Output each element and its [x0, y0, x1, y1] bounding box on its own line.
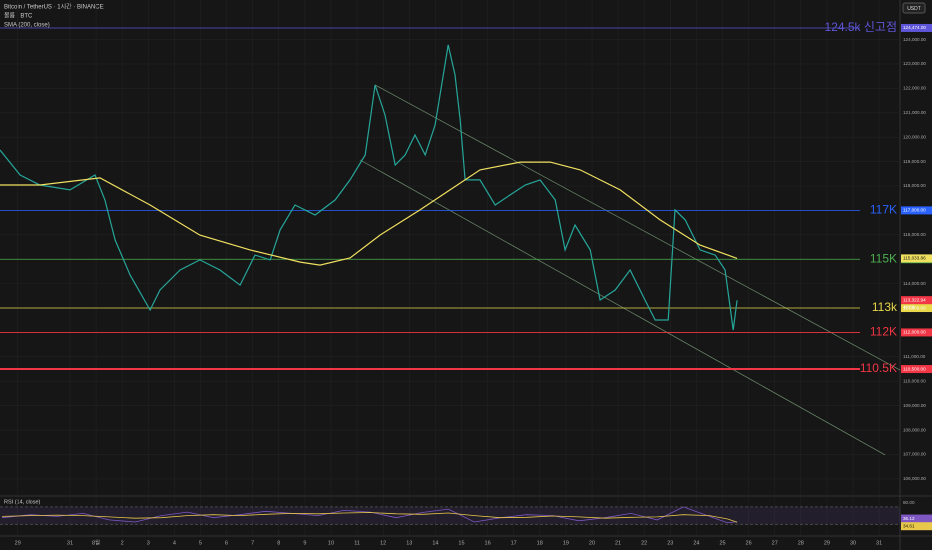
level-axis-label: 110,500.00 [903, 366, 926, 371]
level-axis-label-box [901, 304, 932, 313]
level-label: 124.5k 신고점 [825, 20, 897, 34]
x-tick-label: 6 [225, 540, 228, 546]
x-tick-label: 31 [67, 540, 73, 546]
x-tick-label: 15 [458, 540, 464, 546]
last-price-label-box [901, 254, 932, 263]
x-tick-label: 21 [615, 540, 621, 546]
level-label: 110.5K [860, 361, 897, 375]
x-tick-label: 24 [693, 540, 699, 546]
x-tick-label: 13 [406, 540, 412, 546]
legend-volume: 볼륨 · BTC [4, 13, 33, 20]
currency: USDT [907, 6, 921, 12]
x-tick-label: 26 [746, 540, 752, 546]
y-tick-label: 106,000.00 [903, 476, 926, 481]
level-axis-label-box [901, 206, 932, 215]
y-tick-label: 122,000.00 [903, 86, 926, 91]
level-axis-label-box [901, 365, 932, 374]
x-tick-label: 8 [277, 540, 280, 546]
x-tick-label: 7 [251, 540, 254, 546]
last-price-label-box [901, 296, 932, 305]
level-axis-label: 112,000.00 [903, 330, 926, 335]
y-tick-label: 124,000.00 [903, 37, 926, 42]
x-tick-label: 5 [199, 540, 202, 546]
series-line [0, 161, 738, 266]
trend-line [359, 159, 886, 456]
y-tick-label: 109,000.00 [903, 403, 926, 408]
x-tick-label: 17 [511, 540, 517, 546]
rsi-last-label-box [901, 514, 932, 523]
x-tick-label: 28 [798, 540, 804, 546]
rsi-last-label: 34.61 [903, 523, 915, 528]
y-tick-label: 118,000.00 [903, 183, 926, 188]
y-tick-label: 108,000.00 [903, 427, 926, 432]
series-line [2, 512, 738, 523]
x-tick-label: 16 [485, 540, 491, 546]
y-tick-label: 107,000.00 [903, 452, 926, 457]
level-axis-label-box [901, 23, 932, 32]
last-price-label: 113,322.94 [903, 297, 926, 302]
x-tick-label: 29 [824, 540, 830, 546]
x-tick-label: 2 [121, 540, 124, 546]
x-tick-label: 18 [537, 540, 543, 546]
y-tick-label: 111,000.00 [903, 354, 926, 359]
legend-symbol: Bitcoin / TetherUS · 1시간 · BINANCE [4, 3, 104, 11]
level-axis-label: 117,000.00 [903, 208, 926, 213]
rsi-tick-label: 80.00 [903, 500, 915, 505]
x-tick-label: 25 [719, 540, 725, 546]
rsi-last-label-box [901, 522, 932, 531]
x-tick-label: 4 [173, 540, 176, 546]
y-tick-label: 120,000.00 [903, 134, 926, 139]
series-line [0, 44, 738, 331]
x-tick-label: 31 [876, 540, 882, 546]
series-line [2, 506, 738, 524]
countdown: 40:56 [903, 304, 915, 309]
y-tick-label: 110,000.00 [903, 378, 926, 383]
level-axis-label: 124,474.00 [903, 25, 926, 30]
level-label: 113k [872, 300, 898, 314]
x-tick-label: 29 [15, 540, 21, 546]
level-label: 117K [870, 203, 897, 217]
currency-box[interactable] [902, 2, 926, 14]
x-tick-label: 20 [589, 540, 595, 546]
legend-sma: SMA (200, close) [4, 23, 50, 29]
y-tick-label: 114,000.00 [903, 281, 926, 286]
x-tick-label: 30 [850, 540, 856, 546]
x-tick-label: 23 [667, 540, 673, 546]
rsi-title: RSI (14, close) [4, 499, 41, 505]
x-tick-label: 10 [328, 540, 334, 546]
y-tick-label: 116,000.00 [903, 232, 926, 237]
x-tick-label: 3 [147, 540, 150, 546]
x-tick-label: 9 [303, 540, 306, 546]
level-axis-label: 113,000.00 [903, 305, 926, 310]
rsi-last-label: 36.12 [903, 516, 915, 521]
x-tick-label: 19 [563, 540, 569, 546]
x-tick-label: 14 [432, 540, 438, 546]
y-tick-label: 123,000.00 [903, 61, 926, 66]
x-tick-label: 22 [641, 540, 647, 546]
level-axis-label-box [901, 328, 932, 337]
x-tick-label: 27 [772, 540, 778, 546]
x-tick-label: 8월 [92, 538, 100, 546]
x-tick-label: 12 [380, 540, 386, 546]
level-label: 115K [870, 251, 897, 265]
last-price-label: 115,033.86 [903, 256, 926, 261]
x-tick-label: 11 [354, 540, 360, 546]
level-label: 112K [870, 325, 897, 339]
trend-line [374, 84, 901, 371]
y-tick-label: 119,000.00 [903, 159, 926, 164]
y-tick-label: 121,000.00 [903, 110, 926, 115]
